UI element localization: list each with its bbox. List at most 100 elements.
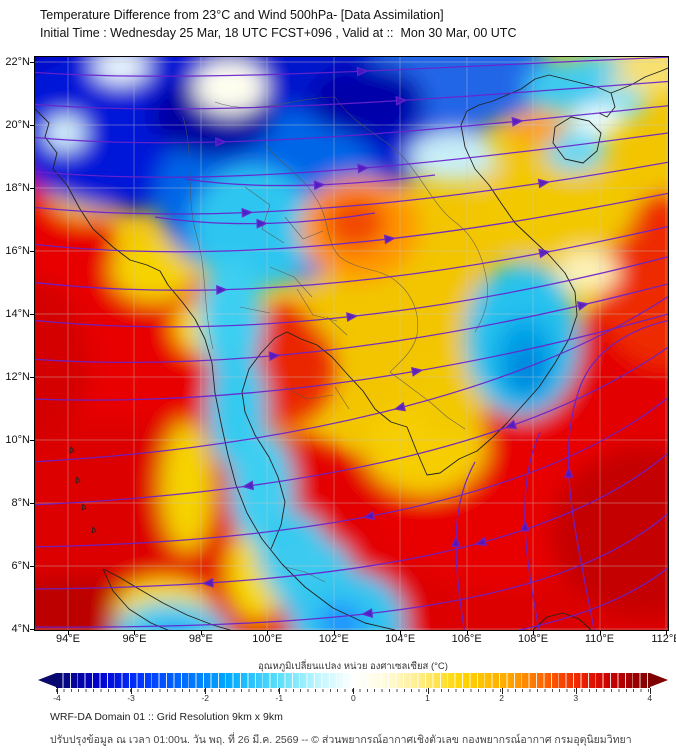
y-axis-tick [30,188,34,189]
footer-update-info: ปรับปรุงข้อมูล ณ เวลา 01:00น. วัน พฤ. ที… [50,734,632,746]
map-frame [34,56,669,631]
y-axis-label: 20°N [5,119,30,131]
colorbar-label: อุณหภูมิเปลี่ยนแปลง หน่วย องศาเซลเซียส (… [258,661,448,672]
y-axis-label: 6°N [11,560,30,572]
colorbar-left-arrow-icon [38,673,56,687]
colorbar-major-tick [279,688,281,694]
x-axis-label: 102°E [318,633,349,645]
colorbar-tick-label: 2 [499,693,504,703]
colorbar [38,673,668,688]
colorbar-tick-label: 1 [425,693,430,703]
x-axis-tick [200,631,202,635]
x-axis-tick [333,631,335,635]
y-axis-tick [30,503,34,504]
wind-arrow-icon [362,510,375,521]
colorbar-tick-label: 4 [647,693,653,703]
colorbar-major-tick [501,688,503,694]
y-axis-tick [30,440,34,441]
colorbar-tick-label: -3 [127,693,135,703]
colorbar-tick-label: 3 [573,693,579,703]
y-axis-tick [30,62,34,63]
colorbar-major-tick [353,688,355,694]
colorbar-major-tick [575,688,577,694]
x-axis-tick [599,631,601,635]
wind-arrow-icon [537,178,551,189]
x-axis-label: 112°E [651,633,676,645]
weather-map-canvas [35,57,668,630]
admin-borders [182,96,488,583]
colorbar-major-tick [57,688,58,694]
y-axis-label: 16°N [5,245,30,257]
footer-domain-info: WRF-DA Domain 01 :: Grid Resolution 9km … [50,711,283,723]
x-axis-label: 98°E [188,633,213,645]
x-axis-label: 106°E [451,633,482,645]
colorbar-tick-label: -4 [53,693,61,703]
wind-arrow-icon [563,465,574,478]
y-axis-label: 18°N [5,182,30,194]
wind-arrow-icon [520,519,531,532]
wind-arrow-icon [411,367,424,377]
page-title: Temperature Difference from 23°C and Win… [40,8,444,22]
y-axis-label: 22°N [5,56,30,68]
colorbar-tick-label: -1 [275,693,284,703]
wind-arrow-icon [511,116,524,127]
y-axis-tick [30,251,34,252]
x-axis-tick [400,631,402,635]
graticule [35,57,668,630]
coastlines [35,67,668,630]
wind-arrow-icon [576,301,590,311]
y-axis-tick [30,566,34,567]
wind-arrow-icon [356,66,369,77]
colorbar-major-tick [131,688,133,694]
x-axis-label: 104°E [385,633,416,645]
wind-arrow-icon [241,480,255,491]
wind-streamlines [35,57,668,630]
wind-arrow-icon [215,137,227,148]
y-axis-label: 4°N [11,623,30,635]
wind-arrow-icon [216,284,228,295]
x-axis-tick [533,631,535,635]
x-axis-label: 108°E [518,633,549,645]
wind-arrow-icon [360,608,374,619]
wind-arrow-icon [474,536,488,547]
x-axis-label: 94°E [56,633,80,645]
colorbar-tick-label: -2 [201,693,209,703]
x-axis-tick [466,631,468,635]
temp-field-blobs [35,57,668,630]
x-axis-label: 110°E [584,633,615,645]
y-axis-tick [30,377,34,378]
colorbar-minor-ticks [56,689,650,692]
y-axis-tick [30,629,34,630]
x-axis-tick [68,631,69,635]
y-axis-tick [30,125,34,126]
colorbar-tick-label: 0 [351,693,356,703]
colorbar-major-tick [205,688,207,694]
colorbar-major-tick [427,688,429,694]
wind-arrow-icon [538,248,551,259]
x-axis-label: 100°E [252,633,283,645]
wind-arrow-icon [241,207,254,218]
wind-arrow-icon [357,163,370,174]
init-time-line: Initial Time : Wednesday 25 Mar, 18 UTC … [40,26,517,40]
wind-arrow-icon [395,95,408,106]
colorbar-right-arrow-icon [650,673,668,687]
wind-arrow-icon [450,535,461,548]
wind-arrow-icon [268,351,281,362]
y-axis-label: 14°N [5,308,30,320]
wind-arrow-icon [256,218,269,229]
wind-arrow-icon [346,312,359,322]
x-axis-tick [134,631,136,635]
y-axis-label: 10°N [5,434,30,446]
y-axis-label: 12°N [5,371,30,383]
x-axis-tick [267,631,269,635]
wind-arrow-icon [393,401,407,412]
wind-arrow-icon [313,180,326,191]
colorbar-major-tick [649,688,651,694]
wind-arrow-icon [504,419,518,429]
x-axis-label: 96°E [122,633,147,645]
x-axis-tick [665,631,667,635]
wind-arrow-icon [383,234,397,245]
colorbar-cell-lines [56,673,650,688]
wind-arrow-icon [201,577,214,588]
